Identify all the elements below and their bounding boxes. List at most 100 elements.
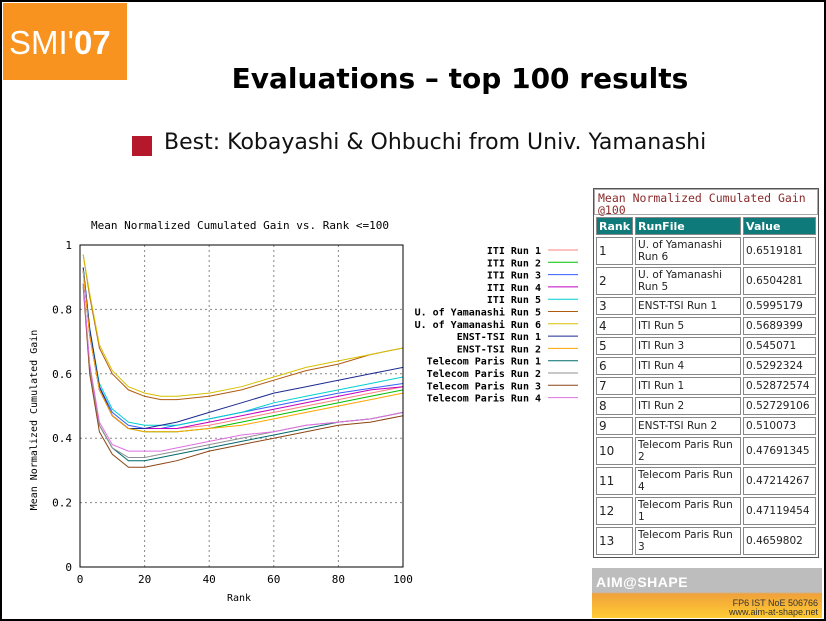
series-line-13 — [82, 283, 404, 452]
table-column-headers: Rank RunFile Value — [596, 217, 816, 235]
aim-logo-text: AIM@SHAPE — [596, 574, 689, 590]
value-cell: 0.545071 — [743, 337, 816, 355]
rank-cell: 10 — [596, 437, 634, 465]
value-cell: 0.5995179 — [743, 297, 816, 315]
col-header-value: Value — [743, 217, 816, 235]
results-table: Mean Normalized Cumulated Gain @100 Rank… — [593, 188, 819, 558]
y-tick-label: 1 — [65, 239, 72, 252]
x-tick-label: 40 — [203, 573, 216, 586]
table-row: 9 ENST-TSI Run 2 0.510073 — [596, 417, 816, 435]
rank-cell: 1 — [596, 237, 634, 265]
value-cell: 0.5292324 — [743, 357, 816, 375]
plot-area-border — [79, 244, 404, 568]
runfile-cell: Telecom Paris Run 3 — [635, 527, 742, 555]
bullet-marker — [132, 136, 152, 156]
table-row: 3 ENST-TSI Run 1 0.5995179 — [596, 297, 816, 315]
bullet-text: Best: Kobayashi & Ohbuchi from Univ. Yam… — [164, 130, 707, 155]
legend-label: Telecom Paris Run 2 — [427, 368, 541, 380]
table-row: 2 U. of Yamanashi Run 5 0.6504281 — [596, 267, 816, 295]
legend-label: Telecom Paris Run 4 — [427, 393, 541, 405]
table-row: 5 ITI Run 3 0.545071 — [596, 337, 816, 355]
table-row: 6 ITI Run 4 0.5292324 — [596, 357, 816, 375]
value-cell: 0.52729106 — [743, 397, 816, 415]
series-line-9 — [82, 270, 404, 433]
runfile-cell: ITI Run 1 — [635, 377, 742, 395]
table-row: 10 Telecom Paris Run 2 0.47691345 — [596, 437, 816, 465]
y-tick-label: 0 — [65, 561, 72, 574]
runfile-cell: ITI Run 4 — [635, 357, 742, 375]
runfile-cell: ENST-TSI Run 1 — [635, 297, 742, 315]
table-row: 4 ITI Run 5 0.5689399 — [596, 317, 816, 335]
table-row: 11 Telecom Paris Run 4 0.47214267 — [596, 467, 816, 495]
runfile-cell: ITI Run 5 — [635, 317, 742, 335]
rank-cell: 4 — [596, 317, 634, 335]
legend-label: Telecom Paris Run 1 — [427, 356, 541, 368]
table-row: 1 U. of Yamanashi Run 6 0.6519181 — [596, 237, 816, 265]
runfile-cell: Telecom Paris Run 1 — [635, 497, 742, 525]
legend-label: ITI Run 3 — [487, 271, 541, 282]
x-tick-label: 0 — [77, 573, 84, 586]
x-tick-label: 100 — [393, 573, 413, 586]
rank-cell: 6 — [596, 357, 634, 375]
gain-chart: Mean Normalized Cumulated Gain vs. Rank … — [29, 219, 578, 604]
rank-cell: 13 — [596, 527, 634, 555]
series-line-6 — [82, 254, 404, 401]
rank-cell: 11 — [596, 467, 634, 495]
series-line-12 — [82, 286, 404, 468]
chart-title: Mean Normalized Cumulated Gain vs. Rank … — [91, 219, 389, 232]
x-tick-label: 60 — [267, 573, 280, 586]
table-row: 13 Telecom Paris Run 3 0.4659802 — [596, 527, 816, 555]
logo-text-bold: 07 — [73, 24, 111, 61]
value-cell: 0.4659802 — [743, 527, 816, 555]
runfile-cell: U. of Yamanashi Run 5 — [635, 267, 742, 295]
y-axis-label: Mean Normalized Cumulated Gain — [29, 330, 40, 511]
series-line-7 — [82, 254, 404, 397]
rank-cell: 9 — [596, 417, 634, 435]
table-header: Mean Normalized Cumulated Gain @100 — [594, 189, 818, 216]
aim-url-text: www.aim-at-shape.net — [728, 607, 818, 617]
slide-title: Evaluations – top 100 results — [231, 62, 689, 95]
table-row: 12 Telecom Paris Run 1 0.47119454 — [596, 497, 816, 525]
legend-label: U. of Yamanashi Run 6 — [415, 319, 541, 331]
value-cell: 0.52872574 — [743, 377, 816, 395]
x-tick-label: 20 — [138, 573, 151, 586]
value-cell: 0.47691345 — [743, 437, 816, 465]
legend-label: Telecom Paris Run 3 — [427, 380, 541, 392]
value-cell: 0.5689399 — [743, 317, 816, 335]
rank-cell: 2 — [596, 267, 634, 295]
value-cell: 0.510073 — [743, 417, 816, 435]
rank-cell: 7 — [596, 377, 634, 395]
table-row: 7 ITI Run 1 0.52872574 — [596, 377, 816, 395]
ranking-table: Rank RunFile Value 1 U. of Yamanashi Run … — [594, 215, 818, 557]
legend-label: ITI Run 1 — [487, 246, 541, 257]
runfile-cell: ENST-TSI Run 2 — [635, 417, 742, 435]
smi07-logo: SMI'07 — [3, 3, 127, 80]
col-header-rank: Rank — [596, 217, 634, 235]
legend-label: ITI Run 2 — [487, 258, 541, 269]
x-tick-label: 80 — [332, 573, 345, 586]
series-line-2 — [82, 270, 404, 433]
runfile-cell: ITI Run 3 — [635, 337, 742, 355]
runfile-cell: Telecom Paris Run 2 — [635, 437, 742, 465]
y-tick-label: 0.6 — [52, 368, 72, 381]
value-cell: 0.47214267 — [743, 467, 816, 495]
legend-label: ENST-TSI Run 2 — [457, 344, 541, 355]
legend-label: ITI Run 4 — [487, 283, 541, 294]
rank-cell: 5 — [596, 337, 634, 355]
aim-project-text: FP6 IST NoE 506766 — [732, 598, 818, 608]
series-line-10 — [82, 283, 404, 462]
y-tick-label: 0.4 — [52, 432, 72, 445]
series-line-1 — [82, 270, 404, 429]
runfile-cell: U. of Yamanashi Run 6 — [635, 237, 742, 265]
rank-cell: 8 — [596, 397, 634, 415]
rank-cell: 3 — [596, 297, 634, 315]
legend-label: ENST-TSI Run 1 — [457, 332, 541, 343]
series-line-5 — [82, 267, 404, 426]
value-cell: 0.6519181 — [743, 237, 816, 265]
logo-text-light: SMI' — [9, 24, 74, 61]
runfile-cell: Telecom Paris Run 4 — [635, 467, 742, 495]
value-cell: 0.47119454 — [743, 497, 816, 525]
legend-label: U. of Yamanashi Run 5 — [415, 307, 541, 319]
rank-cell: 12 — [596, 497, 634, 525]
